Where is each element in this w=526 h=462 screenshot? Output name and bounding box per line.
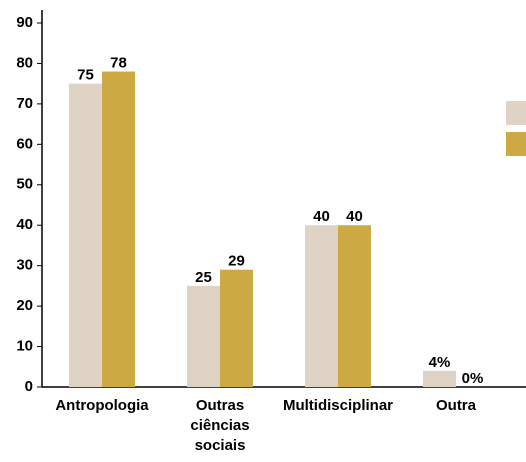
data-label: 25: [195, 269, 212, 286]
y-tick-label: 50: [16, 176, 33, 193]
data-label: 29: [228, 253, 245, 270]
y-tick-label: 40: [16, 216, 33, 233]
data-label: 4%: [429, 354, 451, 371]
data-label: 75: [77, 67, 94, 84]
y-tick-label: 30: [16, 257, 33, 274]
x-tick-label: Outra: [435, 397, 476, 414]
y-tick-label: 70: [16, 95, 33, 112]
data-label: 40: [346, 208, 363, 225]
y-tick-label: 20: [16, 297, 33, 314]
legend-swatch: [506, 101, 526, 125]
data-label: 0%: [462, 370, 484, 387]
data-label: 78: [110, 55, 127, 72]
y-tick-label: 10: [16, 338, 33, 355]
bar: [220, 269, 253, 387]
data-label: 40: [313, 208, 330, 225]
bar: [102, 71, 135, 388]
bar: [187, 285, 220, 387]
y-tick-label: 0: [25, 378, 33, 395]
bar: [69, 83, 102, 388]
bar: [423, 370, 456, 387]
y-tick-label: 60: [16, 135, 33, 152]
y-tick-label: 90: [16, 14, 33, 31]
x-tick-label: Multidisciplinar: [282, 397, 393, 414]
x-tick-label: Antropologia: [55, 397, 149, 414]
x-tick-label: Outras ciências sociais: [190, 397, 250, 454]
bar: [338, 225, 371, 387]
bar: [305, 225, 338, 387]
legend-swatch: [506, 132, 526, 156]
y-tick-label: 80: [16, 54, 33, 71]
